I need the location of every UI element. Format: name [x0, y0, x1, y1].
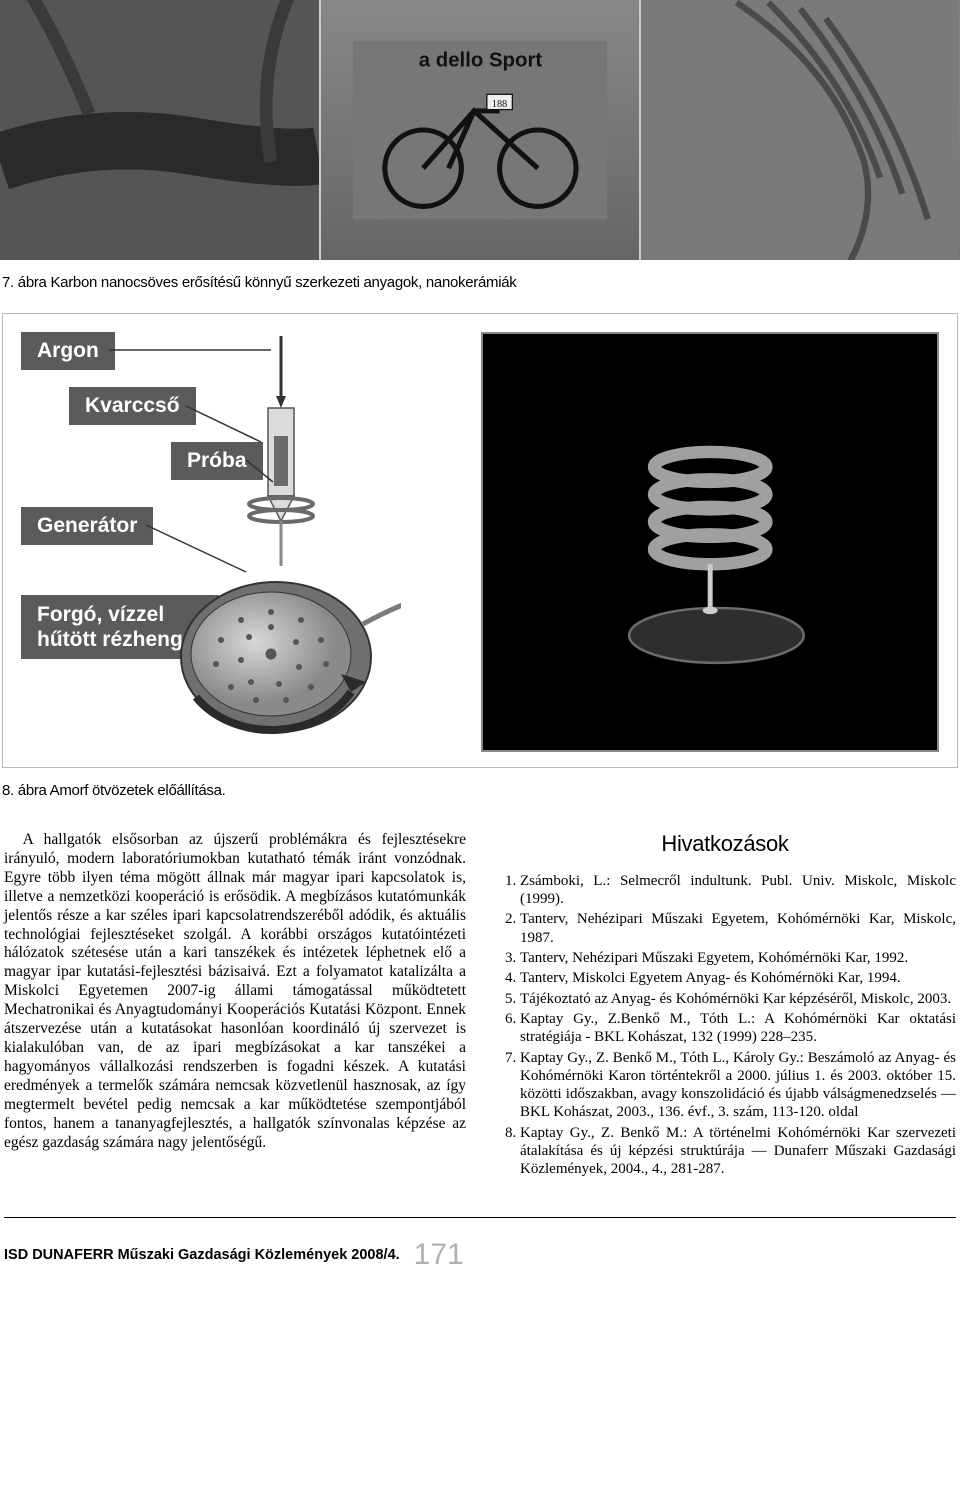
bicycle-icon: a dello Sport 188 [353, 26, 608, 234]
left-column: A hallgatók elsősorban az újszerű problé… [4, 831, 466, 1181]
reference-item: Tanterv, Nehézipari Műszaki Egyetem, Koh… [520, 949, 956, 967]
reference-item: Tanterv, Nehézipari Műszaki Egyetem, Koh… [520, 910, 956, 947]
svg-text:a dello Sport: a dello Sport [418, 49, 542, 71]
figure8-container: Argon Kvarccső Próba Generátor Forgó, ví… [2, 313, 958, 768]
footer-page-number: 171 [414, 1238, 464, 1272]
references-title: Hivatkozások [494, 831, 956, 858]
reference-item: Kaptay Gy., Z. Benkő M., Tóth L., Károly… [520, 1049, 956, 1122]
right-column: Hivatkozások Zsámboki, L.: Selmecről ind… [494, 831, 956, 1181]
body-paragraph: A hallgatók elsősorban az újszerű problé… [4, 831, 466, 1152]
reference-item: Kaptay Gy., Z. Benkő M.: A történelmi Ko… [520, 1124, 956, 1179]
figure7-image-strip: a dello Sport 188 [0, 0, 960, 260]
reference-item: Zsámboki, L.: Selmecről indultunk. Publ.… [520, 872, 956, 909]
figure8-photo [481, 332, 939, 752]
svg-text:188: 188 [491, 99, 506, 110]
figure7-panel-nanotube [0, 0, 319, 260]
footer-bar: ISD DUNAFERR Műszaki Gazdasági Közlemény… [0, 1218, 960, 1280]
induction-coil-icon [574, 417, 846, 667]
figure7-caption: 7. ábra Karbon nanocsöves erősítésű könn… [2, 274, 958, 291]
copper-cylinder-icon [151, 572, 401, 742]
reference-item: Kaptay Gy., Z.Benkő M., Tóth L.: A Kohóm… [520, 1010, 956, 1047]
footer-journal: ISD DUNAFERR Műszaki Gazdasági Közlemény… [4, 1247, 400, 1263]
references-list: Zsámboki, L.: Selmecről indultunk. Publ.… [494, 872, 956, 1179]
figure8-diagram: Argon Kvarccső Próba Generátor Forgó, ví… [21, 332, 451, 752]
reference-item: Tájékoztató az Anyag- és Kohómérnöki Kar… [520, 990, 956, 1008]
reference-item: Tanterv, Miskolci Egyetem Anyag- és Kohó… [520, 969, 956, 987]
body-columns: A hallgatók elsősorban az újszerű problé… [0, 821, 960, 1211]
figure7-panel-ceramic [641, 0, 960, 260]
figure8-caption: 8. ábra Amorf ötvözetek előállítása. [2, 782, 958, 799]
figure7-panel-bicycle: a dello Sport 188 [321, 0, 640, 260]
